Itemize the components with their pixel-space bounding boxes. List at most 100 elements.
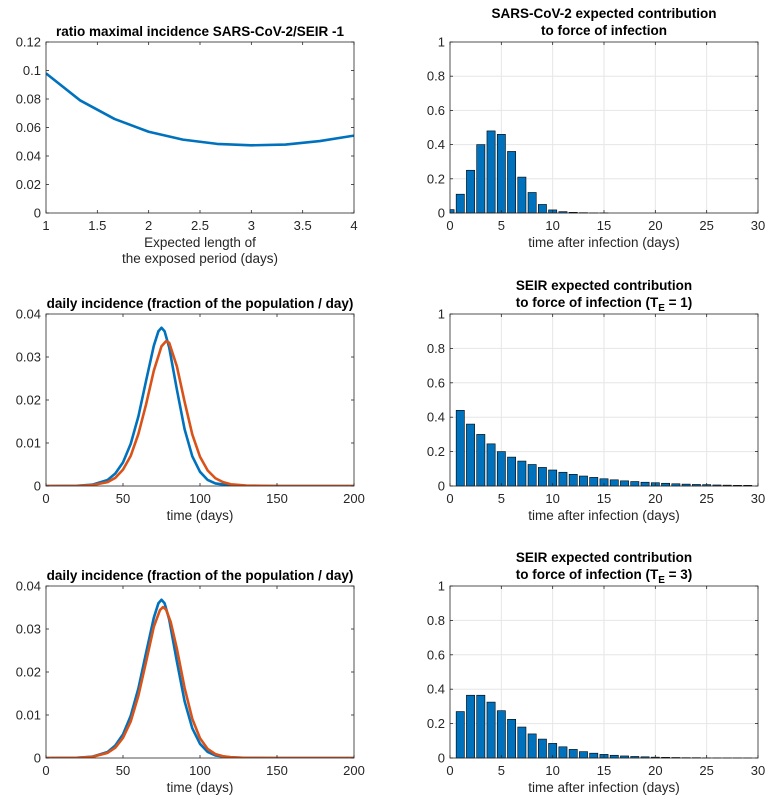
x-tick-label: 15	[597, 763, 611, 778]
bar	[609, 754, 619, 759]
chart-panel-2: 0 5 10 15 20 25 30 0 0.2 0.4 0.6 0.8 1 time after inf…	[427, 6, 765, 250]
chart-panel-3: 0 50 100 150 200 0 0.01 0.02 0.03 0.04 time (days)…	[16, 296, 365, 523]
y-tick-label: 0.06	[16, 120, 41, 135]
plot-area	[46, 586, 354, 758]
chart-panel-5: 0 50 100 150 200 0 0.01 0.02 0.03 0.04 time (days)…	[16, 568, 365, 795]
chart-subtitle: to force of infection	[541, 23, 667, 38]
y-tick-label: 0.12	[16, 35, 41, 50]
bar	[486, 130, 496, 214]
x-tick-label: 20	[648, 218, 662, 233]
x-tick-label: 10	[545, 763, 559, 778]
bar	[486, 701, 496, 759]
x-tick-label: 10	[545, 491, 559, 506]
plot-area	[46, 314, 354, 486]
plot-area	[46, 42, 354, 213]
y-tick-label: 0.04	[16, 307, 41, 322]
x-tick-label: 20	[648, 491, 662, 506]
bar	[537, 738, 547, 759]
bar	[455, 410, 465, 487]
bar	[486, 443, 496, 487]
bar	[496, 451, 506, 487]
x-axis-label: time after infection (days)	[528, 235, 680, 250]
x-tick-label: 30	[751, 218, 765, 233]
y-tick-label: 0.6	[427, 375, 445, 390]
bar	[630, 481, 640, 487]
chart-title: daily incidence (fraction of the populat…	[47, 296, 354, 311]
x-tick-label: 25	[699, 763, 713, 778]
bar	[466, 169, 475, 214]
x-tick-label: 5	[498, 218, 505, 233]
bar	[589, 477, 599, 487]
bar	[558, 746, 568, 759]
bar	[517, 460, 527, 487]
x-tick-label: 2	[145, 218, 152, 233]
y-tick-label: 0.4	[427, 682, 445, 697]
chart-panel-4: 0 5 10 15 20 25 30 0 0.2 0.4 0.6 0.8 1 time after inf…	[427, 278, 765, 523]
bar	[661, 482, 671, 487]
bar	[466, 423, 475, 487]
x-tick-label: 5	[498, 763, 505, 778]
y-tick-label: 0.08	[16, 92, 41, 107]
series-line-2	[46, 605, 354, 758]
x-tick-label: 1.5	[88, 218, 106, 233]
x-tick-label: 15	[597, 218, 611, 233]
x-tick-label: 1	[42, 218, 49, 233]
y-tick-label: 0.02	[16, 665, 41, 680]
bar	[579, 751, 588, 759]
x-tick-label: 0	[446, 763, 453, 778]
x-tick-label: 0	[42, 763, 49, 778]
y-tick-label: 0.8	[427, 341, 445, 356]
y-tick-label: 0.2	[427, 171, 445, 186]
y-tick-label: 1	[438, 35, 445, 50]
y-tick-label: 0.01	[16, 436, 41, 451]
y-tick-label: 0.03	[16, 622, 41, 637]
x-tick-label: 25	[699, 491, 713, 506]
y-tick-label: 0.6	[427, 103, 445, 118]
y-tick-label: 0	[438, 206, 445, 221]
x-tick-label: 50	[116, 491, 130, 506]
bar	[507, 456, 517, 487]
x-axis-label: time (days)	[167, 508, 234, 523]
chart-subtitle: to force of infection (TE = 3)	[516, 567, 693, 586]
series-line-1	[46, 72, 354, 147]
chart-title: SARS-CoV-2 expected contribution	[491, 6, 716, 21]
y-tick-label: 0.04	[16, 149, 41, 164]
x-tick-label: 25	[699, 218, 713, 233]
y-tick-label: 0.4	[427, 410, 445, 425]
x-tick-label: 100	[189, 491, 211, 506]
y-tick-label: 0.01	[16, 708, 41, 723]
bar	[466, 694, 475, 759]
chart-title: daily incidence (fraction of the populat…	[47, 568, 354, 583]
bar	[476, 144, 486, 214]
y-tick-label: 0.8	[427, 69, 445, 84]
y-tick-label: 0	[34, 206, 41, 221]
y-tick-label: 0.4	[427, 137, 445, 152]
chart-title: ratio maximal incidence SARS-CoV-2/SEIR …	[56, 24, 345, 39]
x-tick-label: 0	[446, 218, 453, 233]
y-tick-label: 0.02	[16, 393, 41, 408]
bar	[476, 694, 486, 759]
bar	[507, 151, 517, 214]
x-axis-label: time (days)	[167, 780, 234, 795]
bar	[517, 726, 527, 759]
bar	[496, 134, 506, 214]
bar	[455, 711, 465, 759]
y-tick-label: 0.6	[427, 647, 445, 662]
y-tick-label: 0.04	[16, 579, 41, 594]
x-tick-label: 150	[266, 763, 288, 778]
bar	[568, 474, 578, 487]
bar	[517, 176, 527, 214]
y-tick-label: 0.8	[427, 613, 445, 628]
x-tick-label: 100	[189, 763, 211, 778]
x-axis-label: Expected length of	[144, 235, 256, 250]
series-line-2	[46, 339, 354, 486]
bar	[527, 464, 537, 487]
y-tick-label: 1	[438, 579, 445, 594]
x-tick-label: 200	[343, 763, 365, 778]
bar	[568, 749, 578, 759]
x-tick-label: 10	[545, 218, 559, 233]
y-tick-label: 1	[438, 307, 445, 322]
x-tick-label: 30	[751, 763, 765, 778]
bar	[537, 467, 547, 487]
